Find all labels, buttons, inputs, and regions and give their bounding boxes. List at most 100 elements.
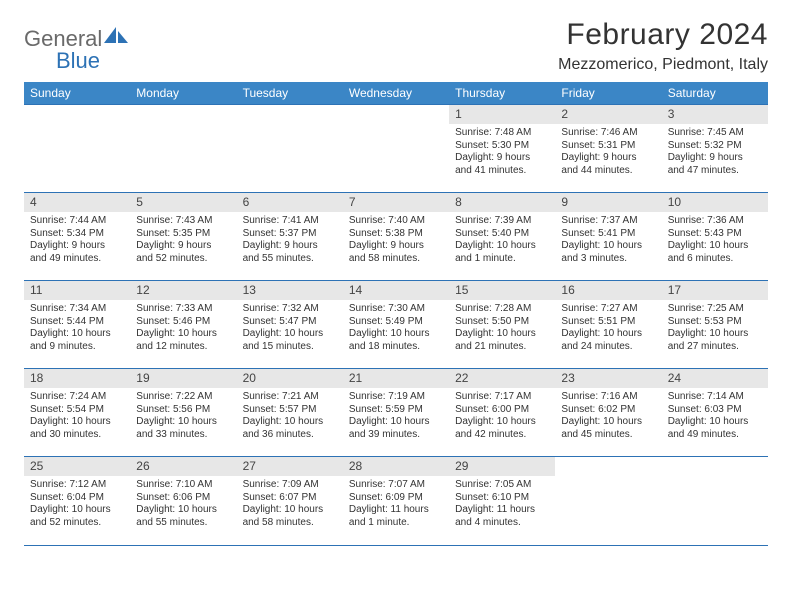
day-number: 22 <box>449 369 555 388</box>
sunset-line: Sunset: 6:03 PM <box>668 404 762 417</box>
daylight-line: Daylight: 10 hours and 36 minutes. <box>243 416 337 441</box>
day-cell: 16Sunrise: 7:27 AMSunset: 5:51 PMDayligh… <box>555 281 661 369</box>
daylight-line: Daylight: 10 hours and 9 minutes. <box>30 328 124 353</box>
sunrise-line: Sunrise: 7:40 AM <box>349 215 443 228</box>
week-row: 11Sunrise: 7:34 AMSunset: 5:44 PMDayligh… <box>24 281 768 369</box>
day-number: 20 <box>237 369 343 388</box>
day-number: 5 <box>130 193 236 212</box>
day-cell: 23 Sunrise: 7:16 AMSunset: 6:02 PMDayligh… <box>555 369 661 457</box>
daylight-line: Daylight: 10 hours and 33 minutes. <box>136 416 230 441</box>
day-number: 21 <box>343 369 449 388</box>
calendar-page: General Blue February 2024 Mezzomerico, … <box>0 0 792 546</box>
daylight-line: Daylight: 10 hours and 21 minutes. <box>455 328 549 353</box>
day-number: 10 <box>662 193 768 212</box>
day-cell: 2Sunrise: 7:46 AMSunset: 5:31 PMDaylight… <box>555 105 661 193</box>
daylight-line: Daylight: 10 hours and 49 minutes. <box>668 416 762 441</box>
day-number: 29 <box>449 457 555 476</box>
week-row: 25Sunrise: 7:12 AMSunset: 6:04 PMDayligh… <box>24 457 768 545</box>
sunrise-line: Sunrise: 7:27 AM <box>561 303 655 316</box>
daylight-line: Daylight: 11 hours and 1 minute. <box>349 504 443 529</box>
logo: General Blue <box>24 26 130 52</box>
sunrise-line: Sunrise: 7:32 AM <box>243 303 337 316</box>
dow-sunday: Sunday <box>24 82 130 105</box>
sunrise-line: Sunrise: 7:39 AM <box>455 215 549 228</box>
sunrise-line: Sunrise: 7:09 AM <box>243 479 337 492</box>
day-number: 24 <box>662 369 768 388</box>
daylight-line: Daylight: 10 hours and 58 minutes. <box>243 504 337 529</box>
day-number: 26 <box>130 457 236 476</box>
daylight-line: Daylight: 9 hours and 55 minutes. <box>243 240 337 265</box>
daylight-line: Daylight: 10 hours and 45 minutes. <box>561 416 655 441</box>
sunset-line: Sunset: 5:35 PM <box>136 228 230 241</box>
day-cell <box>237 105 343 193</box>
day-number: 8 <box>449 193 555 212</box>
day-cell: 28Sunrise: 7:07 AMSunset: 6:09 PMDayligh… <box>343 457 449 545</box>
sunset-line: Sunset: 5:53 PM <box>668 316 762 329</box>
sunset-line: Sunset: 5:54 PM <box>30 404 124 417</box>
day-number: 2 <box>555 105 661 124</box>
title-block: February 2024 Mezzomerico, Piedmont, Ita… <box>558 18 768 74</box>
day-cell: 24 Sunrise: 7:14 AMSunset: 6:03 PMDayligh… <box>662 369 768 457</box>
day-cell: 12Sunrise: 7:33 AMSunset: 5:46 PMDayligh… <box>130 281 236 369</box>
sunset-line: Sunset: 5:59 PM <box>349 404 443 417</box>
calendar-wrap: Sunday Monday Tuesday Wednesday Thursday… <box>24 82 768 546</box>
daylight-line: Daylight: 10 hours and 15 minutes. <box>243 328 337 353</box>
sunrise-line: Sunrise: 7:10 AM <box>136 479 230 492</box>
day-cell: 5Sunrise: 7:43 AMSunset: 5:35 PMDaylight… <box>130 193 236 281</box>
sunrise-line: Sunrise: 7:46 AM <box>561 127 655 140</box>
day-cell: 4Sunrise: 7:44 AMSunset: 5:34 PMDaylight… <box>24 193 130 281</box>
day-cell: 13Sunrise: 7:32 AMSunset: 5:47 PMDayligh… <box>237 281 343 369</box>
sunset-line: Sunset: 5:56 PM <box>136 404 230 417</box>
day-cell: 15Sunrise: 7:28 AMSunset: 5:50 PMDayligh… <box>449 281 555 369</box>
sunset-line: Sunset: 5:57 PM <box>243 404 337 417</box>
daylight-line: Daylight: 9 hours and 47 minutes. <box>668 152 762 177</box>
sunset-line: Sunset: 5:43 PM <box>668 228 762 241</box>
sunset-line: Sunset: 5:44 PM <box>30 316 124 329</box>
sunrise-line: Sunrise: 7:14 AM <box>668 391 762 404</box>
daylight-line: Daylight: 10 hours and 39 minutes. <box>349 416 443 441</box>
dow-tuesday: Tuesday <box>237 82 343 105</box>
dow-thursday: Thursday <box>449 82 555 105</box>
day-cell: 11 Sunrise: 7:34 AMSunset: 5:44 PMDayligh… <box>24 281 130 369</box>
sunset-line: Sunset: 5:46 PM <box>136 316 230 329</box>
day-number: 11 <box>24 281 130 300</box>
sunrise-line: Sunrise: 7:33 AM <box>136 303 230 316</box>
dow-friday: Friday <box>555 82 661 105</box>
sunrise-line: Sunrise: 7:48 AM <box>455 127 549 140</box>
day-number: 28 <box>343 457 449 476</box>
daylight-line: Daylight: 10 hours and 27 minutes. <box>668 328 762 353</box>
day-cell <box>24 105 130 193</box>
sunrise-line: Sunrise: 7:36 AM <box>668 215 762 228</box>
day-number: 13 <box>237 281 343 300</box>
sunrise-line: Sunrise: 7:34 AM <box>30 303 124 316</box>
sunrise-line: Sunrise: 7:16 AM <box>561 391 655 404</box>
day-number: 19 <box>130 369 236 388</box>
sunset-line: Sunset: 5:34 PM <box>30 228 124 241</box>
sunrise-line: Sunrise: 7:25 AM <box>668 303 762 316</box>
daylight-line: Daylight: 10 hours and 1 minute. <box>455 240 549 265</box>
day-cell: 6Sunrise: 7:41 AMSunset: 5:37 PMDaylight… <box>237 193 343 281</box>
sunset-line: Sunset: 6:00 PM <box>455 404 549 417</box>
day-cell <box>343 105 449 193</box>
day-number: 17 <box>662 281 768 300</box>
day-cell: 3Sunrise: 7:45 AMSunset: 5:32 PMDaylight… <box>662 105 768 193</box>
sunset-line: Sunset: 5:32 PM <box>668 140 762 153</box>
day-number: 14 <box>343 281 449 300</box>
daylight-line: Daylight: 9 hours and 58 minutes. <box>349 240 443 265</box>
day-number: 27 <box>237 457 343 476</box>
day-number: 1 <box>449 105 555 124</box>
day-number: 23 <box>555 369 661 388</box>
sunset-line: Sunset: 5:40 PM <box>455 228 549 241</box>
day-number: 4 <box>24 193 130 212</box>
sunset-line: Sunset: 5:38 PM <box>349 228 443 241</box>
day-cell: 17 Sunrise: 7:25 AMSunset: 5:53 PMDayligh… <box>662 281 768 369</box>
sunset-line: Sunset: 6:02 PM <box>561 404 655 417</box>
daylight-line: Daylight: 10 hours and 24 minutes. <box>561 328 655 353</box>
sunset-line: Sunset: 6:06 PM <box>136 492 230 505</box>
day-cell: 21Sunrise: 7:19 AMSunset: 5:59 PMDayligh… <box>343 369 449 457</box>
sunrise-line: Sunrise: 7:30 AM <box>349 303 443 316</box>
day-cell: 27Sunrise: 7:09 AMSunset: 6:07 PMDayligh… <box>237 457 343 545</box>
sunrise-line: Sunrise: 7:05 AM <box>455 479 549 492</box>
day-cell: 29Sunrise: 7:05 AMSunset: 6:10 PMDayligh… <box>449 457 555 545</box>
day-number: 7 <box>343 193 449 212</box>
